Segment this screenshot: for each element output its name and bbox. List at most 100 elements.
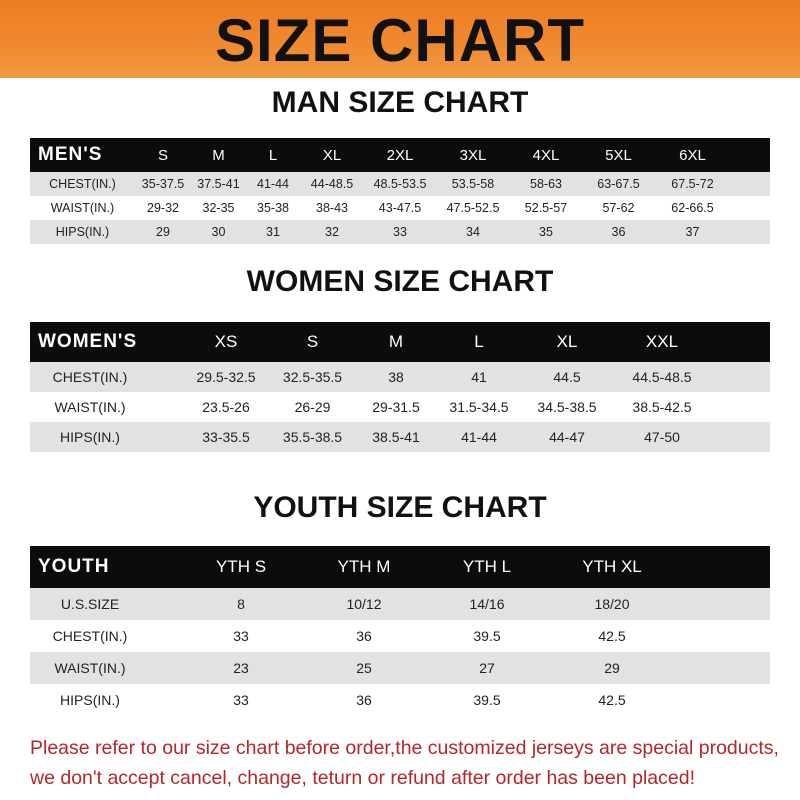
table-title-cell: YOUTH	[38, 556, 110, 577]
table-row: U.S.SIZE 8 10/12 14/16 18/20	[30, 588, 770, 620]
notice-line-1: Please refer to our size chart before or…	[30, 737, 779, 759]
table-cell: 33	[233, 628, 249, 644]
women-size-table: WOMEN'S XS S M L XL XXL CHEST(IN.) 29.5-32.5 32.5…	[30, 322, 770, 452]
men-section-title: MAN SIZE CHART	[271, 86, 529, 119]
table-cell: 37.5-41	[197, 177, 240, 191]
size-header-cell: L	[474, 332, 484, 351]
size-header-cell: 5XL	[605, 146, 632, 164]
table-cell: 58-63	[530, 177, 562, 191]
size-header-cell: YTH S	[215, 557, 267, 576]
table-cell: 47-50	[644, 429, 680, 445]
table-header-row: WOMEN'S XS S M L XL XXL	[30, 322, 770, 362]
men-size-table: MEN'S S M L XL 2XL 3XL 4XL 5XL 6XL CHEST(IN.) 35-37…	[30, 138, 770, 244]
table-cell: 42.5	[598, 692, 626, 708]
table-cell: 35.5-38.5	[282, 429, 343, 445]
row-label: HIPS(IN.)	[60, 692, 120, 708]
size-header-cell: 2XL	[386, 146, 414, 164]
table-row: WAIST(IN.) 23 25 27 29	[30, 652, 770, 684]
row-label: WAIST(IN.)	[54, 660, 126, 676]
table-cell: 57-62	[602, 201, 635, 215]
table-cell: 14/16	[469, 596, 505, 612]
women-section-title: WOMEN SIZE CHART	[246, 265, 554, 298]
table-cell: 35-37.5	[141, 177, 185, 191]
table-cell: 23.5-26	[202, 399, 250, 415]
footer-notice: Please refer to our size chart before or…	[30, 733, 790, 793]
table-title-cell: WOMEN'S	[38, 331, 138, 352]
table-cell: 29-32	[147, 201, 179, 215]
table-row: CHEST(IN.) 35-37.5 37.5-41 41-44 44-48.5 48.5…	[30, 172, 770, 196]
row-label: WAIST(IN.)	[50, 201, 115, 215]
table-cell: 52.5-57	[524, 201, 568, 215]
table-title-cell: MEN'S	[38, 144, 103, 165]
table-cell: 38.5-41	[372, 429, 420, 445]
table-cell: 29	[156, 225, 170, 239]
table-cell: 38.5-42.5	[632, 399, 692, 415]
table-cell: 42.5	[598, 628, 626, 644]
row-label: HIPS(IN.)	[55, 225, 110, 239]
size-header-cell: YTH L	[462, 557, 512, 576]
table-cell: 37	[685, 225, 700, 239]
table-row: HIPS(IN.) 33-35.5 35.5-38.5 38.5-41 41-44 44-…	[30, 422, 770, 452]
youth-section-title: YOUTH SIZE CHART	[253, 491, 547, 524]
table-cell: 38-43	[316, 201, 348, 215]
table-cell: 30	[211, 225, 226, 239]
table-row: HIPS(IN.) 33 36 39.5 42.5	[30, 684, 770, 716]
table-cell: 35	[539, 225, 553, 239]
table-cell: 32	[325, 225, 339, 239]
table-cell: 31.5-34.5	[449, 399, 509, 415]
table-cell: 43-47.5	[378, 201, 422, 215]
table-cell: 47.5-52.5	[446, 201, 500, 215]
table-cell: 8	[237, 596, 245, 612]
table-cell: 44-48.5	[310, 177, 354, 191]
table-cell: 31	[266, 225, 280, 239]
table-cell: 27	[479, 660, 495, 676]
table-row: CHEST(IN.) 29.5-32.5 32.5-35.5 38 41 44.5 44.5…	[30, 362, 770, 392]
table-cell: 41-44	[257, 177, 289, 191]
table-cell: 29-31.5	[372, 399, 420, 415]
size-header-cell: 4XL	[532, 146, 560, 164]
row-label: U.S.SIZE	[60, 596, 120, 612]
table-cell: 44.5-48.5	[632, 369, 692, 385]
table-cell: 33	[233, 692, 249, 708]
table-cell: 18/20	[594, 596, 630, 612]
row-label: WAIST(IN.)	[54, 399, 126, 415]
table-row: HIPS(IN.) 29 30 31 32 33 34 35 36 37	[30, 220, 770, 244]
notice-line-2: we don't accept cancel, change, teturn o…	[30, 767, 695, 789]
size-header-cell: 3XL	[459, 146, 487, 164]
row-label: CHEST(IN.)	[52, 369, 128, 385]
table-cell: 36	[611, 225, 626, 239]
table-cell: 33	[393, 225, 407, 239]
table-cell: 33-35.5	[202, 429, 250, 445]
size-header-cell: S	[157, 146, 168, 164]
table-cell: 63-67.5	[597, 177, 640, 191]
size-header-cell: XS	[214, 332, 238, 351]
size-header-cell: 6XL	[679, 146, 706, 164]
table-cell: 48.5-53.5	[373, 177, 427, 191]
size-header-cell: YTH XL	[582, 557, 642, 576]
table-cell: 41-44	[461, 429, 497, 445]
table-cell: 23	[233, 660, 249, 676]
row-label: CHEST(IN.)	[49, 177, 116, 191]
page-title: SIZE CHART	[215, 7, 585, 74]
table-cell: 62-66.5	[671, 201, 714, 215]
table-row: WAIST(IN.) 23.5-26 26-29 29-31.5 31.5-34.5 34…	[30, 392, 770, 422]
size-header-cell: L	[268, 146, 278, 164]
table-cell: 26-29	[294, 399, 331, 415]
row-label: HIPS(IN.)	[60, 429, 120, 445]
table-cell: 32.5-35.5	[282, 369, 343, 385]
table-cell: 39.5	[473, 628, 501, 644]
table-row: CHEST(IN.) 33 36 39.5 42.5	[30, 620, 770, 652]
banner: SIZE CHART	[0, 0, 800, 78]
table-cell: 36	[356, 628, 372, 644]
table-cell: 10/12	[346, 596, 382, 612]
youth-size-table: YOUTH YTH S YTH M YTH L YTH XL U.S.SIZE 8 10/12…	[30, 546, 770, 716]
size-header-cell: YTH M	[337, 557, 391, 576]
table-cell: 25	[356, 660, 372, 676]
table-cell: 67.5-72	[671, 177, 714, 191]
table-cell: 29.5-32.5	[196, 369, 256, 385]
table-cell: 44.5	[553, 369, 581, 385]
table-cell: 44-47	[549, 429, 585, 445]
table-header-row: YOUTH YTH S YTH M YTH L YTH XL	[30, 546, 770, 588]
table-cell: 32-35	[202, 201, 235, 215]
size-header-cell: XXL	[645, 332, 679, 351]
